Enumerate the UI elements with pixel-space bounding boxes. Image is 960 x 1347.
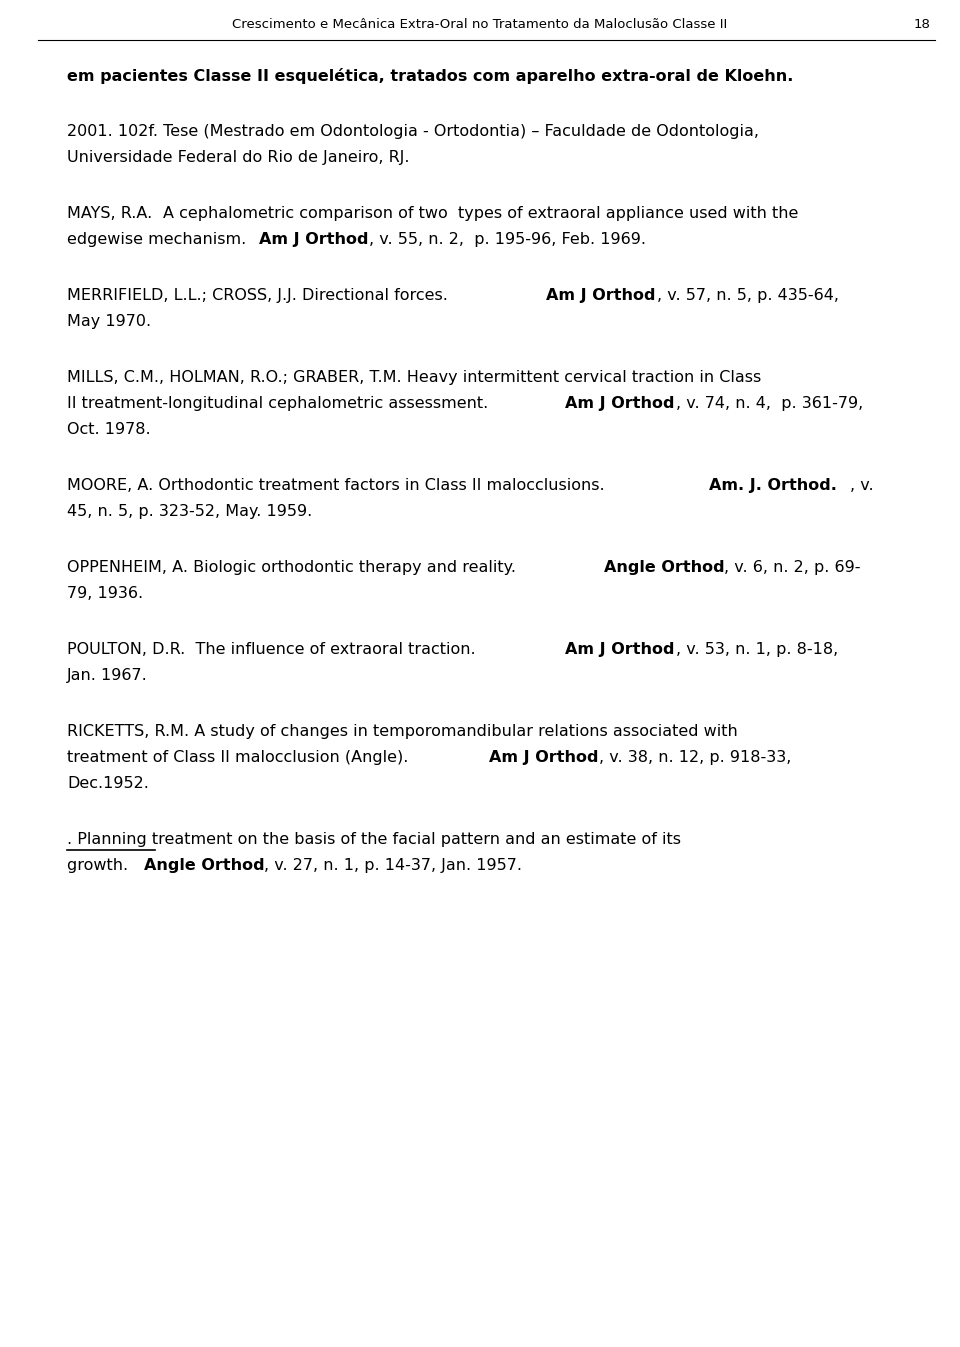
Text: Am J Orthod: Am J Orthod [489, 750, 598, 765]
Text: Universidade Federal do Rio de Janeiro, RJ.: Universidade Federal do Rio de Janeiro, … [67, 150, 410, 164]
Text: Jan. 1967.: Jan. 1967. [67, 668, 148, 683]
Text: Angle Orthod: Angle Orthod [604, 560, 724, 575]
Text: RICKETTS, R.M. A study of changes in temporomandibular relations associated with: RICKETTS, R.M. A study of changes in tem… [67, 723, 737, 740]
Text: MAYS, R.A.: MAYS, R.A. [67, 206, 153, 221]
Text: , v.: , v. [850, 478, 874, 493]
Text: . Planning treatment on the basis of the facial pattern and an estimate of its: . Planning treatment on the basis of the… [67, 832, 681, 847]
Text: , v. 38, n. 12, p. 918-33,: , v. 38, n. 12, p. 918-33, [599, 750, 792, 765]
Text: 79, 1936.: 79, 1936. [67, 586, 143, 601]
Text: A cephalometric comparison of two  types of extraoral appliance used with the: A cephalometric comparison of two types … [163, 206, 798, 221]
Text: 45, n. 5, p. 323-52, May. 1959.: 45, n. 5, p. 323-52, May. 1959. [67, 504, 312, 519]
Text: Am J Orthod: Am J Orthod [565, 396, 675, 411]
Text: May 1970.: May 1970. [67, 314, 151, 329]
Text: , v. 6, n. 2, p. 69-: , v. 6, n. 2, p. 69- [725, 560, 861, 575]
Text: , v. 27, n. 1, p. 14-37, Jan. 1957.: , v. 27, n. 1, p. 14-37, Jan. 1957. [264, 858, 522, 873]
Text: MOORE, A. Orthodontic treatment factors in Class II malocclusions.: MOORE, A. Orthodontic treatment factors … [67, 478, 610, 493]
Text: , v. 55, n. 2,  p. 195-96, Feb. 1969.: , v. 55, n. 2, p. 195-96, Feb. 1969. [370, 232, 646, 247]
Text: OPPENHEIM, A. Biologic orthodontic therapy and reality.: OPPENHEIM, A. Biologic orthodontic thera… [67, 560, 521, 575]
Text: 18: 18 [913, 18, 930, 31]
Text: , v. 57, n. 5, p. 435-64,: , v. 57, n. 5, p. 435-64, [657, 288, 839, 303]
Text: Am. J. Orthod.: Am. J. Orthod. [709, 478, 837, 493]
Text: Angle Orthod: Angle Orthod [144, 858, 264, 873]
Text: MILLS, C.M., HOLMAN, R.O.; GRABER, T.M. Heavy intermittent cervical traction in : MILLS, C.M., HOLMAN, R.O.; GRABER, T.M. … [67, 370, 761, 385]
Text: , v. 53, n. 1, p. 8-18,: , v. 53, n. 1, p. 8-18, [676, 643, 838, 657]
Text: Crescimento e Mecânica Extra-Oral no Tratamento da Maloclusão Classe II: Crescimento e Mecânica Extra-Oral no Tra… [232, 18, 728, 31]
Text: Dec.1952.: Dec.1952. [67, 776, 149, 791]
Text: MERRIFIELD, L.L.; CROSS, J.J. Directional forces.: MERRIFIELD, L.L.; CROSS, J.J. Directiona… [67, 288, 453, 303]
Text: Am J Orthod: Am J Orthod [546, 288, 656, 303]
Text: Am J Orthod: Am J Orthod [565, 643, 675, 657]
Text: treatment of Class II malocclusion (Angle).: treatment of Class II malocclusion (Angl… [67, 750, 414, 765]
Text: em pacientes Classe II esquelética, tratados com aparelho extra-oral de Kloehn.: em pacientes Classe II esquelética, trat… [67, 67, 793, 84]
Text: 2001. 102f. Tese (Mestrado em Odontologia - Ortodontia) – Faculdade de Odontolog: 2001. 102f. Tese (Mestrado em Odontologi… [67, 124, 759, 139]
Text: , v. 74, n. 4,  p. 361-79,: , v. 74, n. 4, p. 361-79, [676, 396, 863, 411]
Text: II treatment‑longitudinal cephalometric assessment.: II treatment‑longitudinal cephalometric … [67, 396, 493, 411]
Text: Am J Orthod: Am J Orthod [258, 232, 369, 247]
Text: POULTON, D.R.  The influence of extraoral traction.: POULTON, D.R. The influence of extraoral… [67, 643, 481, 657]
Text: Oct. 1978.: Oct. 1978. [67, 422, 151, 436]
Text: edgewise mechanism.: edgewise mechanism. [67, 232, 252, 247]
Text: growth.: growth. [67, 858, 133, 873]
